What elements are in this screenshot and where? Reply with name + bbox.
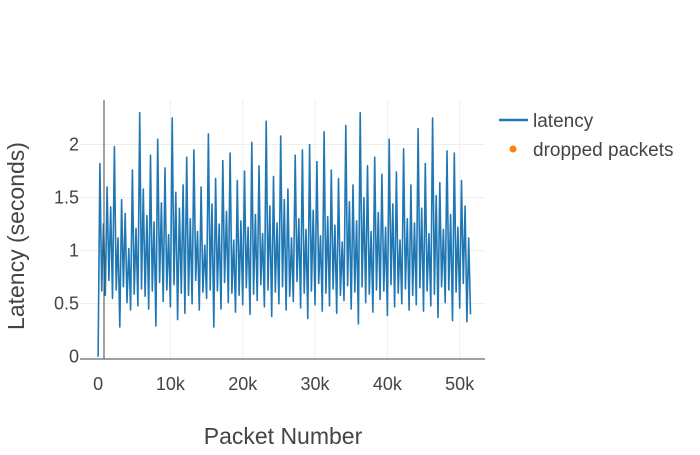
x-axis-title: Packet Number [204,423,363,449]
y-tick-label: 1 [69,241,79,261]
x-tick-label: 40k [373,374,403,394]
legend-label-dropped-packets: dropped packets [533,140,674,161]
plot-area [97,111,472,357]
y-tick-label: 0 [69,347,79,367]
y-axis-title: Latency (seconds) [3,142,29,330]
legend-item-dropped-packets[interactable]: dropped packets [509,140,674,161]
legend-swatch-dropped-packets [509,145,517,153]
x-tick-label: 0 [93,374,103,394]
axes [80,100,485,360]
y-tick-label: 0.5 [54,294,79,314]
latency-series-line [97,111,472,357]
y-tick-label: 1.5 [54,188,79,208]
x-tick-label: 10k [156,374,186,394]
x-tick-label: 30k [301,374,331,394]
y-tick-labels: 0 0.5 1 1.5 2 [54,135,79,367]
x-tick-labels: 0 10k 20k 30k 40k 50k [93,374,475,394]
x-tick-label: 20k [228,374,258,394]
x-tick-label: 50k [445,374,475,394]
y-tick-label: 2 [69,135,79,155]
legend[interactable]: latency dropped packets [499,111,674,161]
legend-label-latency: latency [533,111,594,132]
legend-item-latency[interactable]: latency [499,111,594,132]
